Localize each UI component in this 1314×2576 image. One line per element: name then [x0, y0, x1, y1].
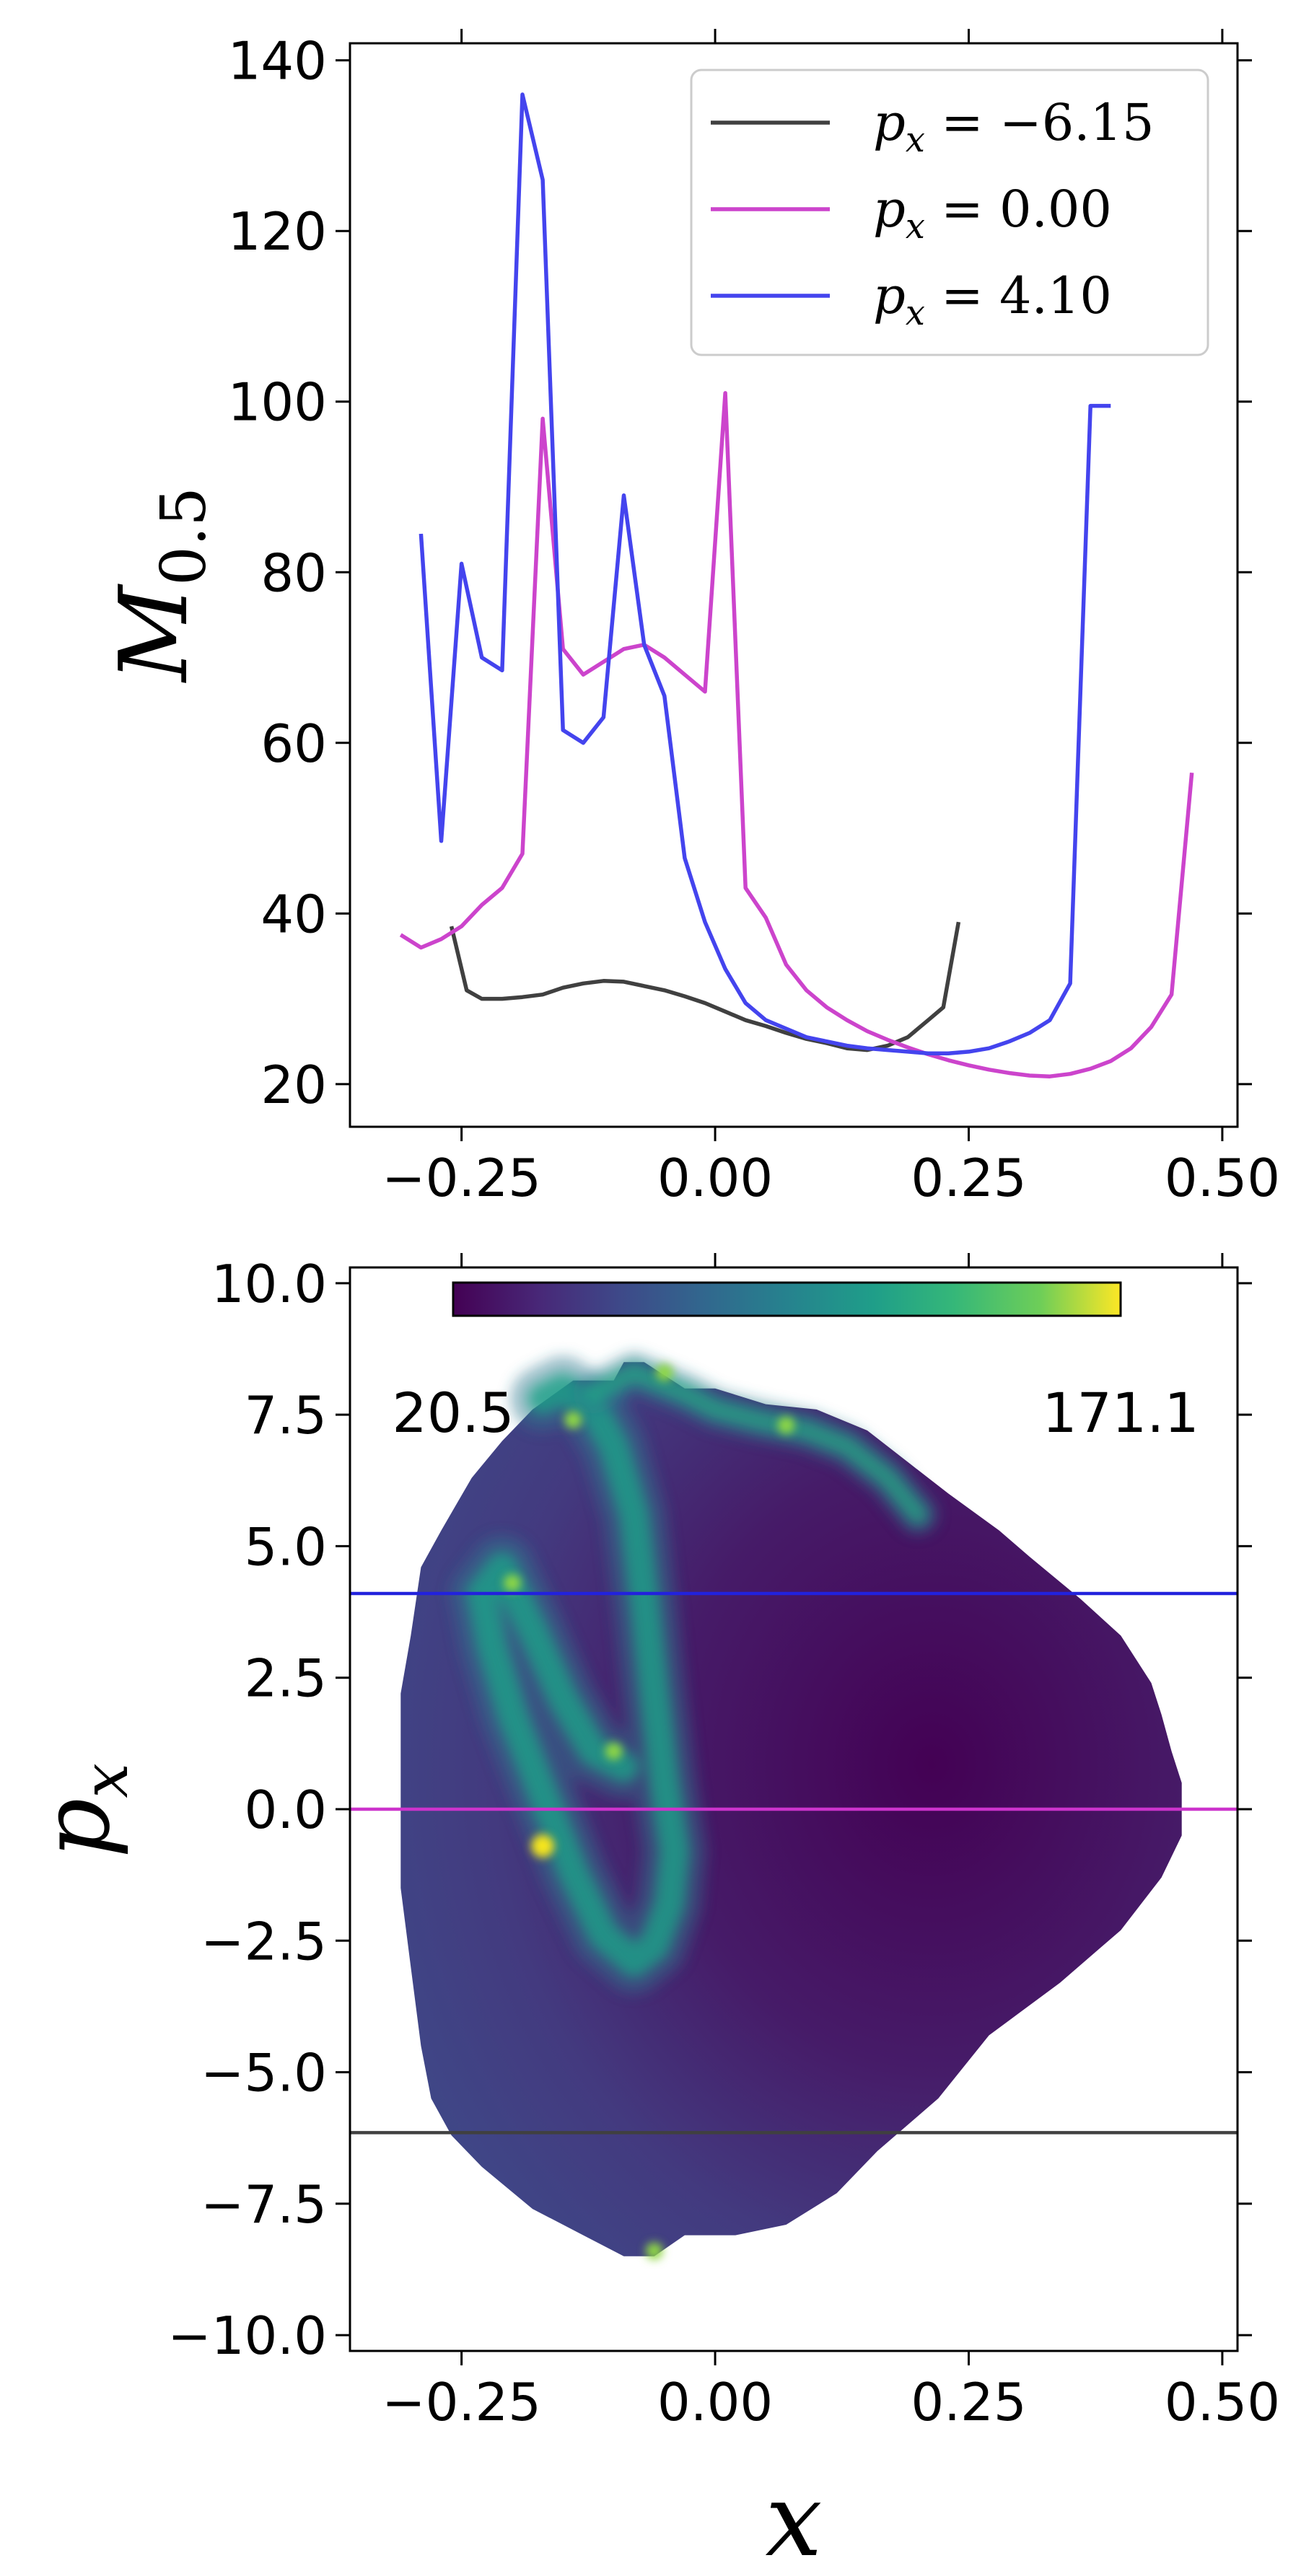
- bottom-y-tick-label: −10.0: [167, 2305, 327, 2366]
- bottom-y-tick-label: 5.0: [244, 1516, 327, 1577]
- series-line-1: [399, 391, 1194, 1078]
- legend-box: [690, 69, 1209, 356]
- bottom-y-tick-label: −7.5: [201, 2174, 327, 2235]
- top-y-tick-label: 60: [260, 713, 327, 774]
- bottom-y-tick-label: 0.0: [244, 1780, 327, 1840]
- bottom-x-tick-label: 0.25: [911, 2372, 1026, 2432]
- top-y-tick-label: 100: [228, 372, 327, 433]
- bottom-x-axis-label: x: [766, 2462, 823, 2576]
- heatmap-hotspot: [503, 1574, 521, 1592]
- top-y-tick-label: 20: [260, 1055, 327, 1115]
- heatmap-hotspot: [777, 1416, 795, 1434]
- top-axis-ticks: −0.25 0.00 0.25 0.50 20 40 60 80 100 120 140: [228, 29, 1280, 1208]
- top-x-tick-label: −0.25: [382, 1148, 541, 1208]
- legend-label-2: px = 4.10: [873, 266, 1112, 333]
- colorbar-min-label: 20.5: [392, 1381, 514, 1445]
- bottom-y-tick-label: −5.0: [201, 2043, 327, 2104]
- series-line-2: [419, 92, 1111, 1056]
- series-line-0: [449, 921, 961, 1052]
- bottom-y-tick-label: −2.5: [201, 1911, 327, 1971]
- heatmap-hotspot: [531, 1834, 555, 1858]
- heatmap-cut-lines: [350, 1591, 1238, 2135]
- top-y-axis-label: M0.5: [99, 487, 220, 683]
- heatmap-hotspot: [605, 1742, 623, 1760]
- legend: px = −6.15 px = 0.00 px = 4.10: [690, 69, 1209, 356]
- legend-label-1: px = 0.00: [873, 180, 1112, 247]
- heatmap-hotspot: [645, 2242, 663, 2260]
- colorbar-max-label: 171.1: [1042, 1381, 1199, 1445]
- heatmap-hotspot: [655, 1363, 673, 1381]
- colorbar: 20.5 171.1: [392, 1281, 1199, 1445]
- top-y-tick-label: 140: [228, 31, 327, 92]
- top-y-axis-label-main: M: [99, 584, 209, 683]
- heatmap-hotspots: [503, 1363, 795, 2260]
- colorbar-gradient: [452, 1281, 1122, 1317]
- bottom-axis-ticks: −0.25 0.00 0.25 0.50 −10.0 −7.5 −5.0 −2.5 0.0 2.5…: [167, 1253, 1280, 2432]
- heatmap-layers: [350, 1353, 1238, 2260]
- top-x-tick-label: 0.00: [657, 1148, 773, 1208]
- top-y-tick-label: 80: [260, 542, 327, 603]
- bottom-x-tick-label: 0.50: [1165, 2372, 1280, 2432]
- heatmap-hotspot: [564, 1411, 582, 1429]
- top-y-axis-label-sub: 0.5: [148, 487, 220, 586]
- top-x-tick-label: 0.50: [1165, 1148, 1280, 1208]
- bottom-y-tick-label: 2.5: [244, 1648, 327, 1709]
- bottom-x-tick-label: 0.00: [657, 2372, 773, 2432]
- top-y-tick-label: 120: [228, 201, 327, 262]
- legend-entries: px = −6.15 px = 0.00 px = 4.10: [711, 93, 1155, 333]
- bottom-y-tick-label: 7.5: [244, 1385, 327, 1446]
- top-x-tick-label: 0.25: [911, 1148, 1026, 1208]
- bottom-y-axis-label-main: p: [21, 1798, 131, 1858]
- bottom-x-tick-label: −0.25: [382, 2372, 541, 2432]
- bottom-y-tick-label: 10.0: [211, 1254, 327, 1314]
- heatmap-panel: −0.25 0.00 0.25 0.50 −10.0 −7.5 −5.0 −2.5 0.0 2.5…: [21, 1253, 1280, 2576]
- heatmap-edge-core: [584, 1363, 928, 1524]
- top-y-tick-label: 40: [260, 884, 327, 944]
- bottom-y-axis-label-sub: x: [70, 1763, 142, 1798]
- top-series-lines: [399, 92, 1194, 1078]
- bottom-y-axis-label: px: [21, 1763, 142, 1858]
- legend-label-0: px = −6.15: [873, 93, 1155, 160]
